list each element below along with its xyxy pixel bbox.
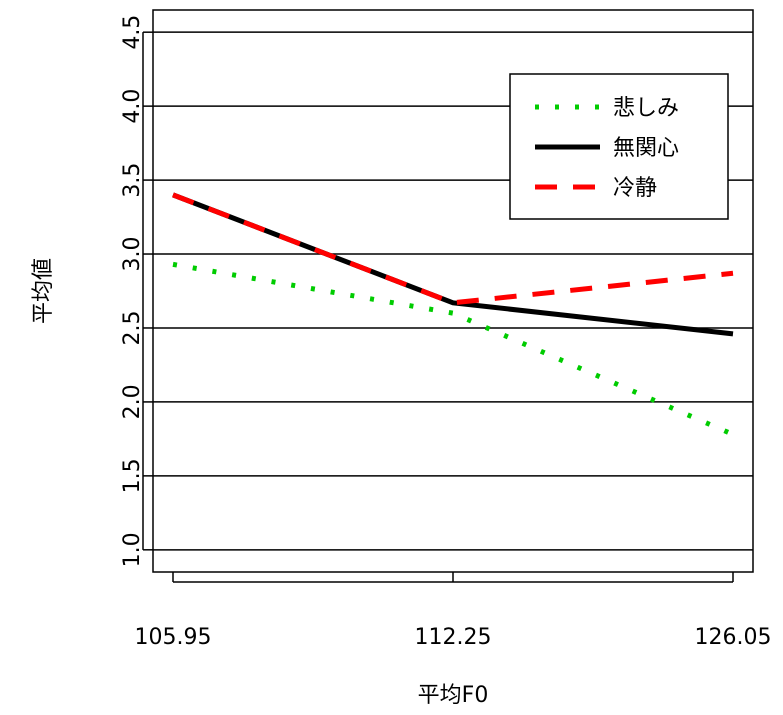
x-axis-label: 平均F0 [418,683,489,708]
y-tick-label: 4.0 [120,89,145,124]
y-tick-label: 3.0 [120,237,145,272]
y-axis-label: 平均値 [31,258,56,324]
series-line-1 [172,261,734,437]
series-line-2 [172,192,734,337]
y-axis: 1.0 1.5 2.0 2.5 3.0 3.5 4.0 4.5 [120,15,153,567]
legend-label-2: 無関心 [613,136,679,161]
legend-label-1: 悲しみ [613,96,679,121]
y-tick-label: 1.5 [120,458,145,493]
legend-label-3: 冷静 [613,176,657,201]
y-tick-label: 4.5 [120,15,145,50]
grid-lines [153,31,753,551]
x-tick-label: 112.25 [415,625,492,650]
y-tick-label: 2.0 [120,384,145,419]
y-tick-label: 2.5 [120,310,145,345]
series-lines [172,192,734,437]
x-tick-label: 105.95 [135,625,212,650]
x-axis: 105.95 112.25 126.05 [135,572,772,650]
x-tick-label: 126.05 [695,625,772,650]
y-tick-label: 3.5 [120,163,145,198]
y-tick-label: 1.0 [120,532,145,567]
